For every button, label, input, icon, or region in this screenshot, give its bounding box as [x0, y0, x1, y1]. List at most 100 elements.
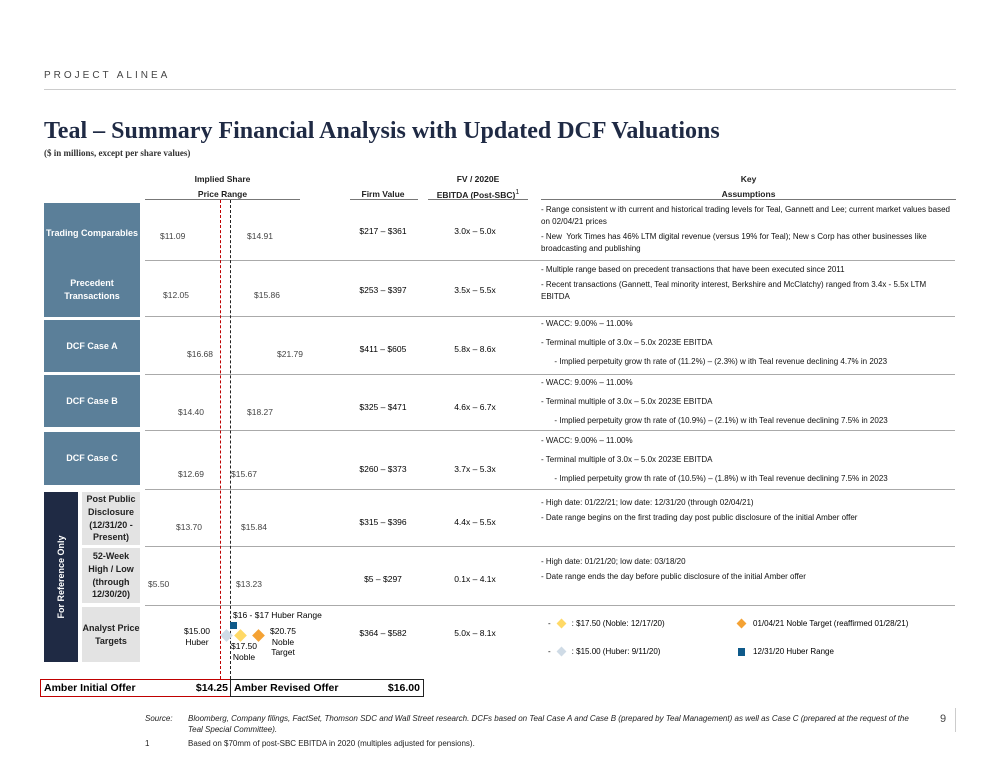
- ebitda-multiple: 3.5x – 5.5x: [454, 285, 496, 295]
- ebitda-multiple: 4.4x – 5.5x: [454, 517, 496, 527]
- noble-revised-target-marker: [252, 629, 265, 642]
- firm-value: $217 – $361: [359, 226, 407, 236]
- row-label: DCF Case A: [44, 320, 140, 372]
- row-divider: [145, 605, 955, 606]
- assumption-item: - Terminal multiple of 3.0x – 5.0x 2023E…: [541, 397, 713, 406]
- revised-offer-line: [230, 200, 231, 684]
- price-low: $12.69: [178, 469, 204, 479]
- firm-value: $260 – $373: [359, 464, 407, 474]
- page-subtitle: ($ in millions, except per share values): [44, 148, 191, 158]
- ebitda-multiple: 3.0x – 5.0x: [454, 226, 496, 236]
- assumption-item: - Implied perpetuity grow th rate of (10…: [541, 416, 888, 425]
- assumption-item: - Multiple range based on precedent tran…: [541, 265, 845, 274]
- assumption-item: - Terminal multiple of 3.0x – 5.0x 2023E…: [541, 338, 713, 347]
- assumptions: - High date: 01/21/20; low date: 03/18/2…: [541, 556, 951, 586]
- footnote-text: Based on $70mm of post-SBC EBITDA in 202…: [188, 739, 475, 748]
- assumption-item: - Range consistent w ith current and his…: [541, 205, 953, 226]
- assumption-item: - New York Times has 46% LTM digital rev…: [541, 232, 929, 253]
- row-divider: [145, 430, 955, 431]
- assumption-item: - WACC: 9.00% – 11.00%: [541, 378, 633, 387]
- assumptions: - WACC: 9.00% – 11.00% - Terminal multipl…: [541, 318, 951, 375]
- firm-value: $253 – $397: [359, 285, 407, 295]
- square-icon: [738, 647, 745, 656]
- row-label: DCF Case C: [44, 432, 140, 485]
- ebitda-multiple: 0.1x – 4.1x: [454, 574, 496, 584]
- noble-target-label: $17.50 Noble: [231, 641, 257, 662]
- col-multiple-header-2: EBITDA (Post-SBC)1: [436, 189, 520, 200]
- row-label: Analyst Price Targets: [82, 607, 140, 662]
- price-high: $14.91: [247, 231, 273, 241]
- price-low: $11.09: [160, 231, 186, 241]
- price-high: $21.79: [277, 349, 303, 359]
- initial-offer-box: Amber Initial Offer $14.25: [40, 679, 232, 697]
- assumption-item: - Implied perpetuity grow th rate of (11…: [541, 357, 888, 366]
- footnote-number: 1: [145, 739, 150, 748]
- huber-target-label: $15.00 Huber: [184, 626, 210, 647]
- reference-only-label: For Reference Only: [44, 492, 78, 662]
- assumptions: - WACC: 9.00% – 11.00% - Terminal multipl…: [541, 435, 951, 492]
- assumption-item: - WACC: 9.00% – 11.00%: [541, 436, 633, 445]
- price-low: $12.05: [163, 290, 189, 300]
- row-divider: [145, 546, 955, 547]
- price-low: $13.70: [176, 522, 202, 532]
- price-high: $15.67: [231, 469, 257, 479]
- divider: [44, 89, 956, 90]
- assumption-item: - Date range begins on the first trading…: [541, 513, 858, 522]
- row-divider: [145, 260, 955, 261]
- huber-range-label: $16 - $17 Huber Range: [233, 610, 322, 620]
- row-divider: [145, 374, 955, 375]
- assumptions: - Range consistent w ith current and his…: [541, 204, 951, 258]
- price-low: $16.68: [187, 349, 213, 359]
- row-label: Post Public Disclosure (12/31/20 - Prese…: [82, 492, 140, 545]
- legend-noble-target: 01/04/21 Noble Target (reaffirmed 01/28/…: [736, 618, 908, 629]
- firm-value: $5 – $297: [364, 574, 402, 584]
- assumption-item: - Implied perpetuity grow th rate of (10…: [541, 474, 888, 483]
- price-high: $15.84: [241, 522, 267, 532]
- col-price-header-1: Implied Share: [194, 174, 251, 184]
- huber-range-marker: [230, 622, 237, 629]
- price-low: $14.40: [178, 407, 204, 417]
- row-label: DCF Case B: [44, 375, 140, 427]
- firm-value: $315 – $396: [359, 517, 407, 527]
- revised-offer-box: Amber Revised Offer $16.00: [230, 679, 424, 697]
- ebitda-multiple: 3.7x – 5.3x: [454, 464, 496, 474]
- col-key-header-1: Key: [740, 174, 757, 184]
- assumption-item: - Terminal multiple of 3.0x – 5.0x 2023E…: [541, 455, 713, 464]
- diamond-icon: [556, 618, 567, 629]
- row-divider: [145, 489, 955, 490]
- assumptions: - High date: 01/22/21; low date: 12/31/2…: [541, 497, 951, 527]
- ebitda-multiple: 5.0x – 8.1x: [454, 628, 496, 638]
- noble-revised-target-label: $20.75 Noble Target: [270, 626, 296, 658]
- firm-value: $364 – $582: [359, 628, 407, 638]
- row-label: Precedent Transactions: [44, 263, 140, 317]
- col-price-header-2: Price Range: [197, 189, 248, 199]
- noble-target-marker: [234, 629, 247, 642]
- legend-huber: -: $15.00 (Huber: 9/11/20): [548, 646, 661, 657]
- initial-offer-line: [220, 200, 221, 684]
- source-text: Bloomberg, Company filings, FactSet, Tho…: [188, 714, 909, 735]
- assumption-item: - High date: 01/21/20; low date: 03/18/2…: [541, 557, 686, 566]
- assumption-item: - Date range ends the day before public …: [541, 572, 806, 581]
- price-low: $5.50: [148, 579, 170, 589]
- page-number: 9: [940, 713, 947, 725]
- col-multiple-header-1: FV / 2020E: [456, 174, 500, 184]
- row-label: 52-Week High / Low (through 12/30/20): [82, 548, 140, 603]
- source-label: Source:: [145, 714, 173, 723]
- diamond-icon: [556, 646, 567, 657]
- row-divider: [145, 316, 955, 317]
- diamond-icon: [736, 618, 747, 629]
- row-label: Trading Comparables: [44, 203, 140, 263]
- firm-value: $325 – $471: [359, 402, 407, 412]
- legend-noble: -: $17.50 (Noble: 12/17/20): [548, 618, 665, 629]
- assumption-item: - High date: 01/22/21; low date: 12/31/2…: [541, 498, 754, 507]
- col-firm-value-header: Firm Value: [361, 189, 405, 199]
- ebitda-multiple: 5.8x – 8.6x: [454, 344, 496, 354]
- ebitda-multiple: 4.6x – 6.7x: [454, 402, 496, 412]
- assumptions: - Multiple range based on precedent tran…: [541, 264, 951, 306]
- legend-huber-range: 12/31/20 Huber Range: [738, 647, 834, 656]
- assumption-item: - Recent transactions (Gannett, Teal min…: [541, 280, 929, 301]
- firm-value: $411 – $605: [359, 344, 407, 354]
- project-name: PROJECT ALINEA: [44, 70, 171, 81]
- page-title: Teal – Summary Financial Analysis with U…: [44, 118, 720, 144]
- price-high: $15.86: [254, 290, 280, 300]
